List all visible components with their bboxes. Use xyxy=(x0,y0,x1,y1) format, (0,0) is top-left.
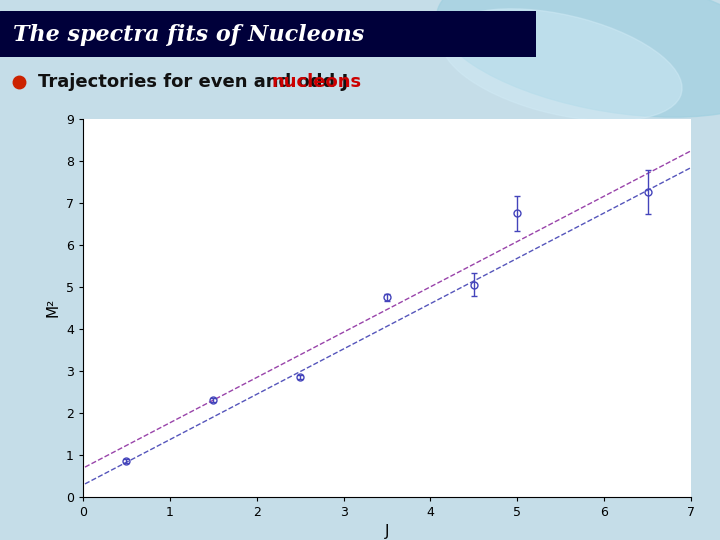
Text: The spectra fits of Nucleons: The spectra fits of Nucleons xyxy=(14,24,364,46)
X-axis label: J: J xyxy=(384,524,390,539)
Ellipse shape xyxy=(436,0,720,117)
Text: Trajectories for even and odd J: Trajectories for even and odd J xyxy=(38,73,355,91)
Text: nucleons: nucleons xyxy=(271,73,361,91)
Y-axis label: M²: M² xyxy=(45,298,60,318)
Ellipse shape xyxy=(441,9,682,121)
